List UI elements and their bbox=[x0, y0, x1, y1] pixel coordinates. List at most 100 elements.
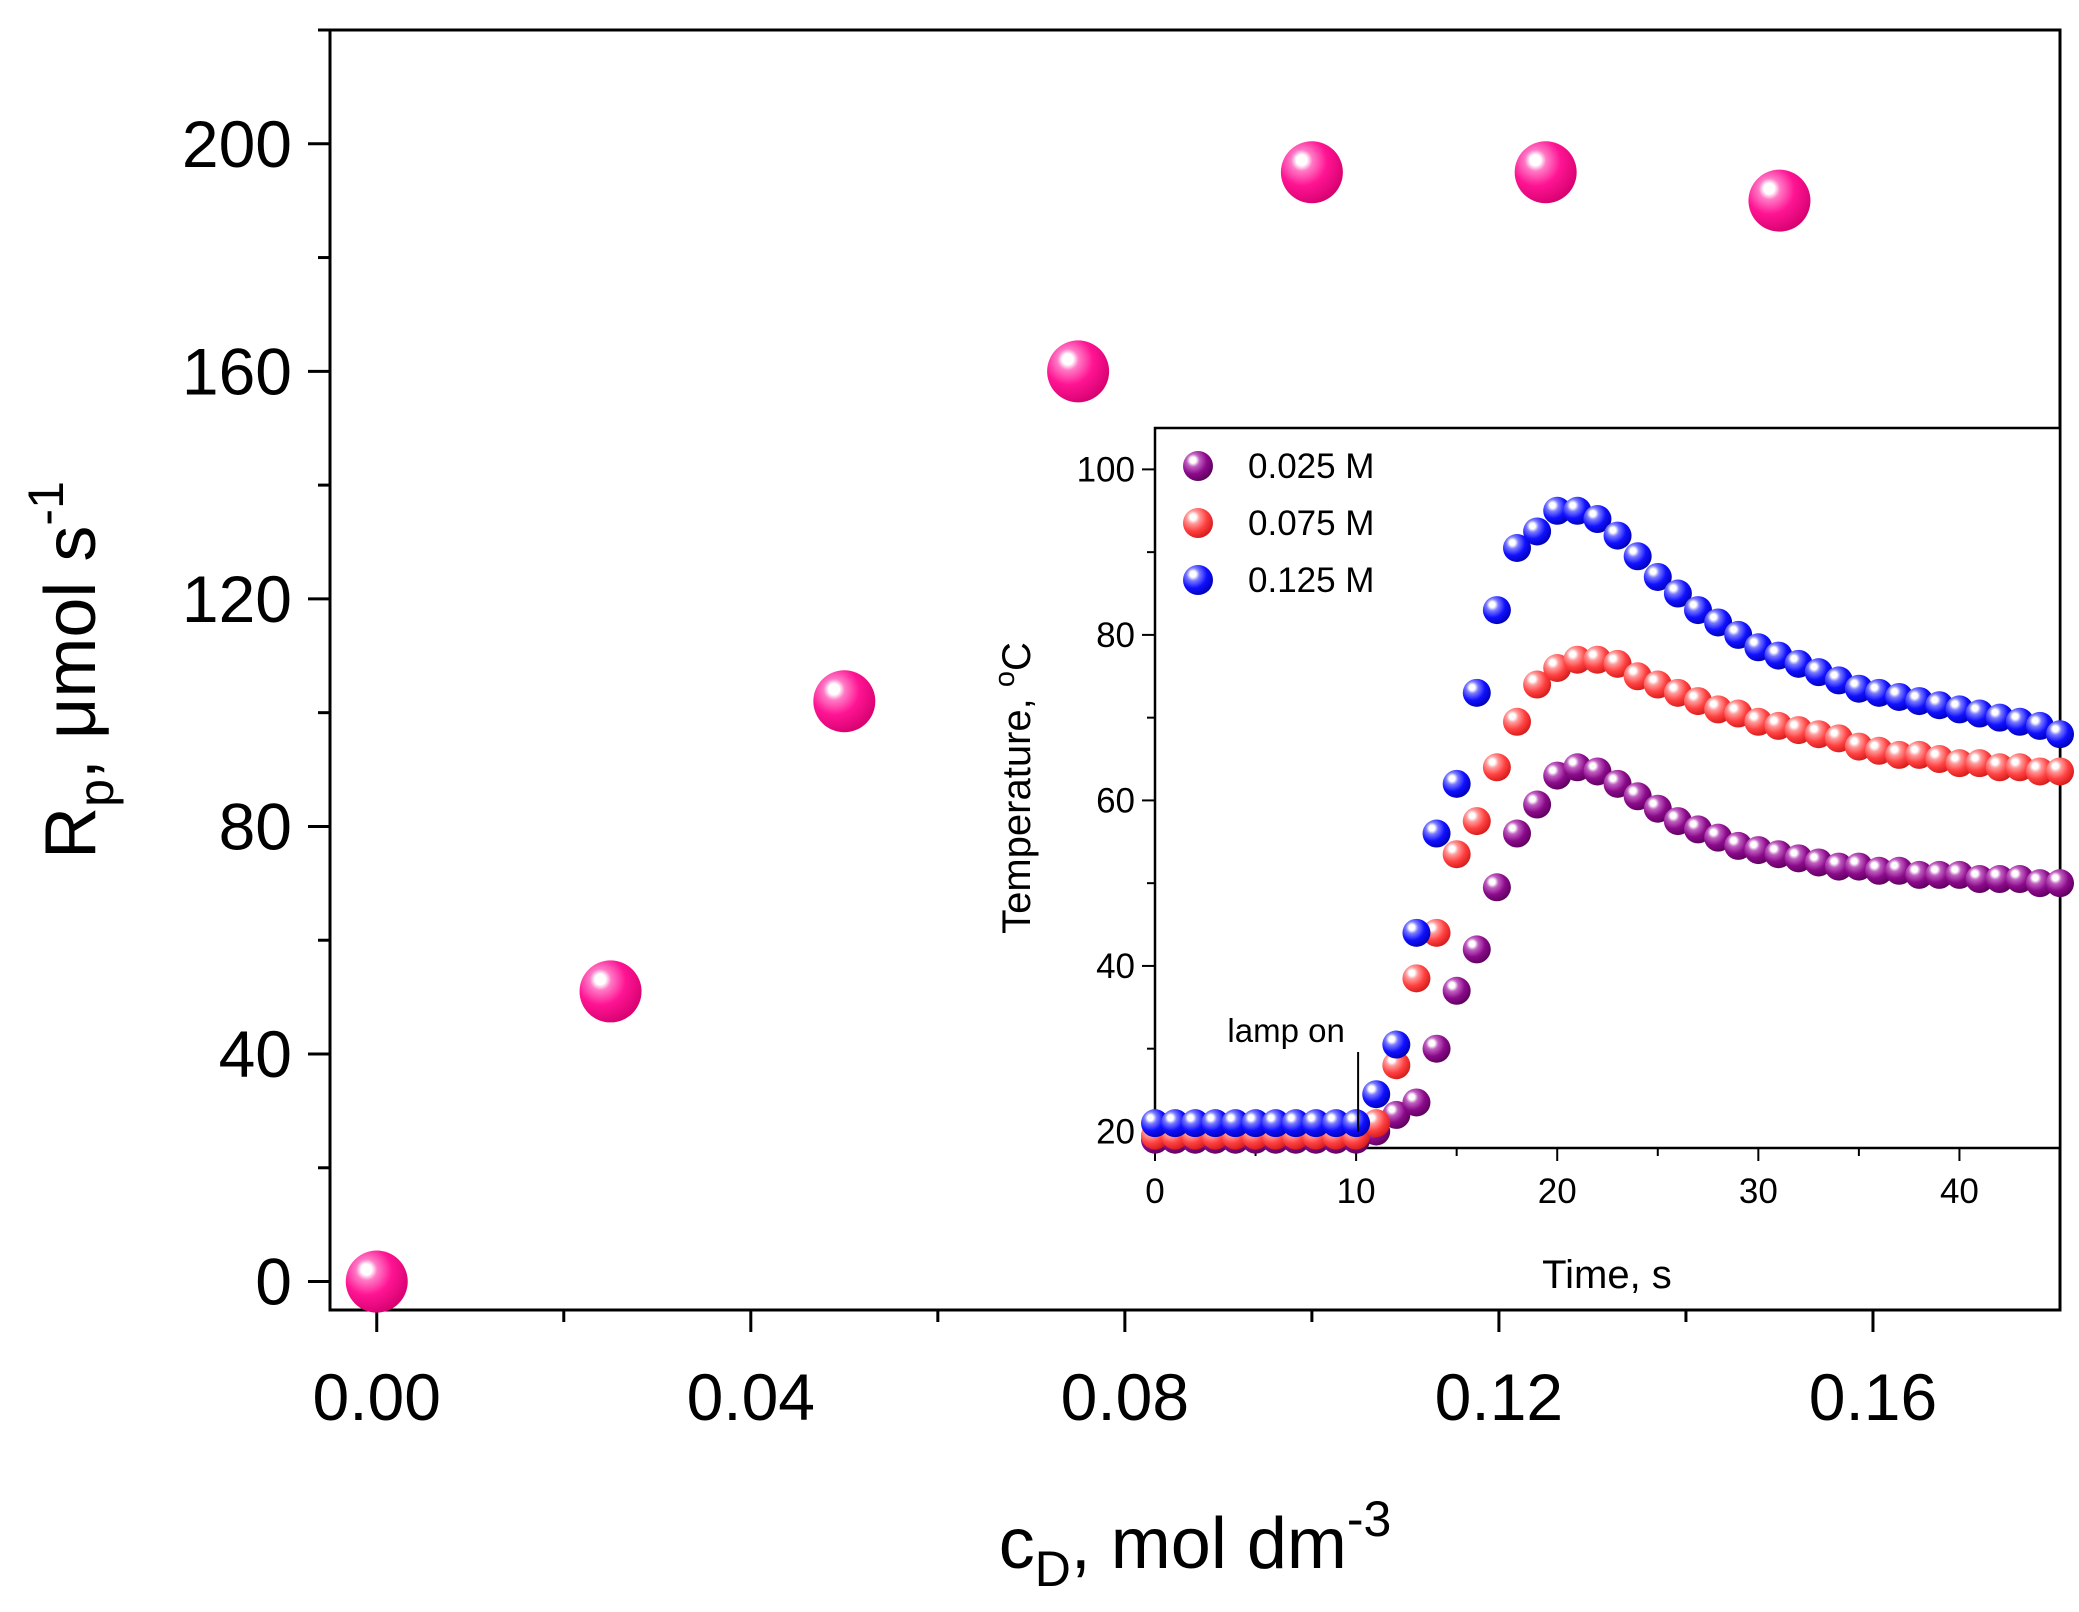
inset-data-point bbox=[1684, 596, 1712, 625]
inset-x-tick-label: 40 bbox=[1940, 1172, 1979, 1211]
inset-data-point bbox=[1603, 769, 1632, 798]
inset-data-point bbox=[1865, 856, 1893, 885]
inset-data-point bbox=[1482, 753, 1511, 782]
inset-data-point bbox=[1523, 517, 1552, 546]
inset-data-point bbox=[1503, 707, 1531, 736]
legend-label: 0.075 M bbox=[1248, 504, 1374, 543]
main-y-tick-label: 0 bbox=[255, 1245, 292, 1319]
inset-data-point bbox=[1603, 649, 1632, 678]
inset-data-point bbox=[1724, 620, 1753, 649]
inset-data-point bbox=[1462, 807, 1491, 836]
inset-y-tick-label: 60 bbox=[1096, 781, 1135, 820]
inset-y-tick-label: 80 bbox=[1096, 616, 1135, 655]
inset-data-point bbox=[1885, 740, 1914, 769]
main-data-point bbox=[1514, 141, 1577, 204]
inset-data-point bbox=[1422, 819, 1451, 848]
legend-marker bbox=[1183, 508, 1213, 538]
inset-data-point bbox=[1462, 678, 1491, 707]
inset-data-point bbox=[1301, 1109, 1330, 1138]
inset-data-point bbox=[1523, 790, 1552, 819]
inset-data-point bbox=[1281, 1109, 1310, 1138]
inset-data-point bbox=[1141, 1109, 1169, 1138]
inset-data-point bbox=[1442, 840, 1471, 869]
inset-x-tick-label: 0 bbox=[1145, 1172, 1164, 1211]
inset-data-point bbox=[1643, 562, 1672, 591]
inset-data-point bbox=[1482, 873, 1511, 902]
inset-data-point bbox=[1201, 1109, 1230, 1138]
main-y-tick-label: 120 bbox=[182, 562, 292, 636]
inset-data-point bbox=[1422, 1034, 1451, 1063]
inset-data-point bbox=[1362, 1109, 1391, 1138]
inset-data-point bbox=[1402, 964, 1431, 993]
inset-data-point bbox=[1985, 865, 2014, 894]
inset-data-point bbox=[1382, 1030, 1411, 1059]
inset-data-point bbox=[1824, 852, 1853, 881]
inset-ticks: 0 10 20 30 40 20 40 60 80 100 bbox=[1077, 450, 1979, 1211]
inset-y-tick-label: 20 bbox=[1096, 1112, 1135, 1151]
inset-y-tick-label: 40 bbox=[1096, 947, 1135, 986]
inset-data-point bbox=[1563, 645, 1592, 674]
inset-data-point bbox=[1623, 542, 1652, 571]
inset-data-point bbox=[1623, 782, 1652, 811]
inset-chart: 0 10 20 30 40 20 40 60 80 100 lamp on 0.025 M 0.07… bbox=[989, 426, 2074, 1297]
inset-data-point bbox=[1442, 769, 1471, 798]
inset-data-point bbox=[1925, 860, 1954, 889]
inset-data-point bbox=[1523, 670, 1552, 699]
inset-legend: 0.025 M 0.075 M 0.125 M bbox=[1183, 447, 1374, 600]
main-data-point bbox=[1047, 340, 1110, 403]
inset-data-point bbox=[1362, 1080, 1391, 1109]
inset-data-point bbox=[1402, 1088, 1431, 1117]
inset-data-point bbox=[1643, 794, 1672, 823]
main-y-tick-label: 160 bbox=[182, 334, 292, 408]
inset-plot-frame bbox=[1153, 426, 2062, 1150]
inset-data-point bbox=[1422, 918, 1451, 947]
main-y-tick-label: 200 bbox=[182, 107, 292, 181]
inset-y-axis-title: Temperature, oC bbox=[989, 642, 1039, 934]
main-x-tick-label: 0.08 bbox=[1061, 1360, 1189, 1434]
main-data-points bbox=[345, 141, 1811, 1313]
lamp-on-annotation: lamp on bbox=[1227, 1012, 1344, 1049]
legend-label: 0.125 M bbox=[1248, 561, 1374, 600]
inset-data-point bbox=[1603, 521, 1632, 550]
inset-data-point bbox=[1322, 1109, 1350, 1138]
inset-data-point bbox=[1482, 596, 1511, 625]
main-data-point bbox=[579, 960, 642, 1023]
inset-x-tick-label: 30 bbox=[1739, 1172, 1778, 1211]
inset-data-point bbox=[1462, 935, 1491, 964]
inset-data-point bbox=[1221, 1109, 1250, 1138]
inset-data-point bbox=[1663, 579, 1692, 608]
main-data-point bbox=[345, 1250, 408, 1313]
inset-data-point bbox=[2046, 720, 2074, 749]
inset-x-axis-title: Time, s bbox=[1542, 1253, 1672, 1297]
inset-data-point bbox=[1382, 1051, 1411, 1080]
inset-data-point bbox=[1543, 496, 1572, 525]
inset-data-point bbox=[1261, 1109, 1290, 1138]
main-x-tick-label: 0.04 bbox=[687, 1360, 815, 1434]
inset-data-point bbox=[1965, 865, 1994, 894]
main-x-tick-label: 0.16 bbox=[1809, 1360, 1937, 1434]
inset-data-point bbox=[1583, 505, 1612, 534]
inset-data-point bbox=[1402, 918, 1431, 947]
inset-data-point bbox=[1704, 608, 1733, 637]
legend-label: 0.025 M bbox=[1248, 447, 1374, 486]
inset-data-point bbox=[1503, 534, 1531, 562]
inset-x-tick-label: 10 bbox=[1337, 1172, 1376, 1211]
main-y-tick-label: 80 bbox=[219, 789, 292, 863]
inset-x-tick-label: 20 bbox=[1538, 1172, 1577, 1211]
main-data-point bbox=[813, 670, 876, 733]
inset-data-point bbox=[2046, 757, 2074, 786]
inset-data-point bbox=[1503, 819, 1531, 848]
inset-data-point bbox=[1342, 1109, 1371, 1138]
inset-data-point bbox=[2025, 757, 2054, 786]
main-data-point bbox=[1748, 169, 1811, 232]
inset-data-point bbox=[1945, 749, 1974, 778]
inset-data-point bbox=[1241, 1109, 1270, 1138]
main-x-tick-label: 0.00 bbox=[313, 1360, 441, 1434]
inset-data-point bbox=[1181, 1109, 1210, 1138]
main-x-axis-title: cD, mol dm-3 bbox=[999, 1491, 1392, 1597]
inset-data-point bbox=[1985, 753, 2014, 782]
main-x-tick-label: 0.12 bbox=[1435, 1360, 1563, 1434]
